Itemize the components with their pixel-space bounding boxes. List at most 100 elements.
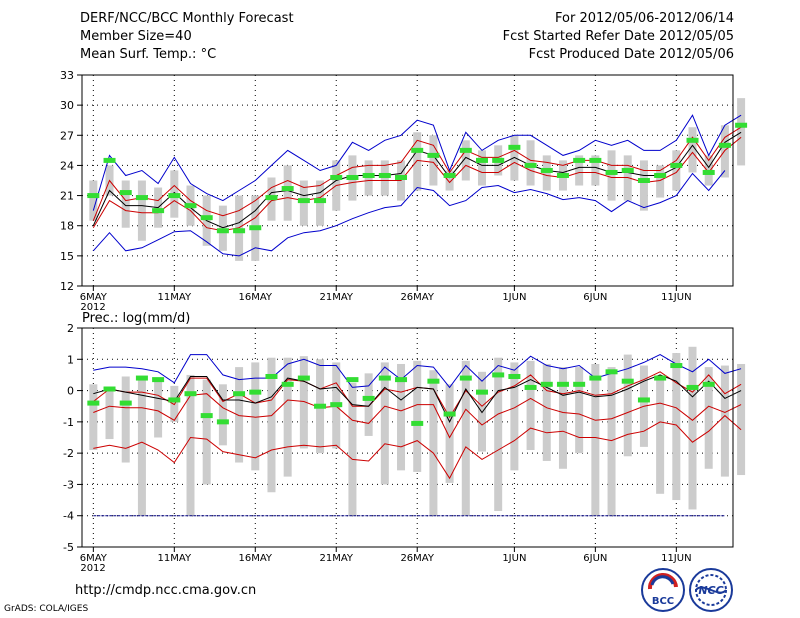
temp-year-label: 2012 — [80, 302, 105, 313]
prec-spread-box — [348, 382, 357, 516]
prec-spread-box — [461, 360, 470, 516]
prec-spread-box — [737, 363, 746, 476]
temp-obs-marker — [314, 198, 327, 204]
temp-tick-label-x: 11MAY — [158, 292, 192, 303]
temp-spread-box — [656, 165, 665, 198]
temp-spread-box — [413, 132, 422, 191]
prec-obs-marker — [605, 369, 618, 375]
temp-obs-marker — [573, 157, 586, 163]
prec-spread-box — [121, 376, 130, 463]
temp-series-min — [92, 114, 742, 211]
prec-obs-marker — [427, 378, 440, 384]
temp-tick-label-y: 27 — [60, 129, 74, 142]
prec-tick-label-x: 26MAY — [400, 553, 434, 564]
bcc-logo: BCC — [641, 568, 685, 612]
source-url[interactable]: http://cmdp.ncc.cma.gov.cn — [75, 583, 257, 598]
temp-spread-box — [380, 160, 389, 196]
prec-spread-box — [267, 357, 276, 493]
temp-obs-marker — [249, 225, 262, 231]
prec-obs-marker — [346, 377, 359, 383]
prec-obs-marker — [573, 381, 586, 387]
temp-obs-marker — [492, 157, 505, 163]
prec-spread-box — [688, 346, 697, 510]
prec-tick-label-x: 21MAY — [319, 553, 353, 564]
prec-obs-marker — [475, 389, 488, 395]
prec-spread-box — [494, 357, 503, 512]
temp-spread-box — [445, 170, 454, 191]
prec-obs-marker — [702, 381, 715, 387]
prec-obs-marker — [459, 375, 472, 381]
prec-obs-marker — [87, 400, 100, 406]
temp-spread-box — [688, 127, 697, 173]
prec-tick-label-y: -2 — [63, 447, 74, 460]
temp-obs-marker — [718, 142, 731, 148]
forecast-start-date: Fcst Started Refer Date 2012/05/05 — [502, 29, 734, 44]
temp-obs-marker — [524, 162, 537, 168]
temp-spread-box — [235, 195, 244, 261]
temp-obs-marker — [605, 169, 618, 175]
prec-obs-marker — [395, 377, 408, 383]
temp-spread-box — [591, 155, 600, 186]
prec-obs-marker — [654, 375, 667, 381]
temp-obs-marker — [654, 172, 667, 178]
prec-obs-marker — [281, 381, 294, 387]
prec-tick-label-y: -1 — [63, 416, 74, 429]
prec-obs-marker — [686, 384, 699, 390]
prec-obs-marker — [314, 403, 327, 409]
prec-spread-box — [526, 360, 535, 451]
temp-spread-box — [575, 155, 584, 186]
prec-spread-box — [510, 362, 519, 471]
prec-spread-box — [299, 356, 308, 449]
temperature-panel-title: Mean Surf. Temp.: °C — [80, 47, 217, 62]
prec-spread-box — [413, 360, 422, 472]
prec-spread-box — [542, 363, 551, 461]
temp-spread-box — [607, 150, 616, 201]
temp-obs-marker — [378, 172, 391, 178]
prec-tick-label-y: 2 — [67, 322, 74, 335]
temp-spread-box — [542, 155, 551, 191]
prec-obs-marker — [492, 372, 505, 378]
prec-obs-marker — [216, 419, 229, 425]
prec-spread-box — [154, 379, 163, 438]
prec-tick-label-x: 1JUN — [502, 553, 526, 564]
prec-spread-box — [235, 367, 244, 463]
prec-tick-label-x: 6MAY — [80, 553, 108, 564]
temp-tick-label-x: 6JUN — [583, 292, 607, 303]
temp-obs-marker — [87, 193, 100, 199]
ncc-logo-text: NCC — [698, 584, 723, 597]
temp-obs-marker — [233, 228, 246, 234]
prec-obs-marker — [589, 375, 602, 381]
prec-obs-marker — [524, 384, 537, 390]
temp-spread-box — [477, 150, 486, 186]
temp-obs-marker — [443, 172, 456, 178]
prec-plot-frame — [81, 327, 734, 548]
temp-obs-marker — [637, 178, 650, 183]
prec-obs-marker — [265, 373, 278, 379]
temp-tick-label-y: 21 — [60, 190, 74, 203]
temp-obs-marker — [152, 208, 165, 214]
temp-obs-marker — [556, 172, 569, 178]
temp-tick-label-y: 30 — [60, 99, 74, 112]
temp-obs-marker — [459, 147, 472, 153]
prec-obs-marker — [540, 381, 553, 387]
prec-spread-box — [283, 357, 292, 477]
temp-obs-marker — [621, 167, 634, 173]
temp-obs-marker — [135, 195, 148, 201]
temp-spread-box — [121, 180, 130, 228]
temp-obs-marker — [103, 157, 116, 163]
prec-obs-marker — [670, 363, 683, 369]
temp-spread-box — [672, 150, 681, 191]
prec-obs-marker — [637, 397, 650, 403]
prec-series-envelope — [93, 354, 742, 389]
temp-spread-box — [461, 140, 470, 181]
temp-tick-label-x: 6MAY — [80, 292, 108, 303]
prec-tick-label-x: 11JUN — [661, 553, 691, 564]
temp-spread-box — [737, 98, 746, 166]
temp-tick-label-x: 16MAY — [239, 292, 273, 303]
temp-obs-marker — [200, 215, 213, 221]
temp-tick-label-y: 12 — [60, 280, 74, 293]
temp-spread-box — [526, 140, 535, 186]
prec-obs-marker — [556, 381, 569, 387]
temp-obs-marker — [119, 190, 132, 196]
prec-spread-box — [105, 387, 114, 440]
